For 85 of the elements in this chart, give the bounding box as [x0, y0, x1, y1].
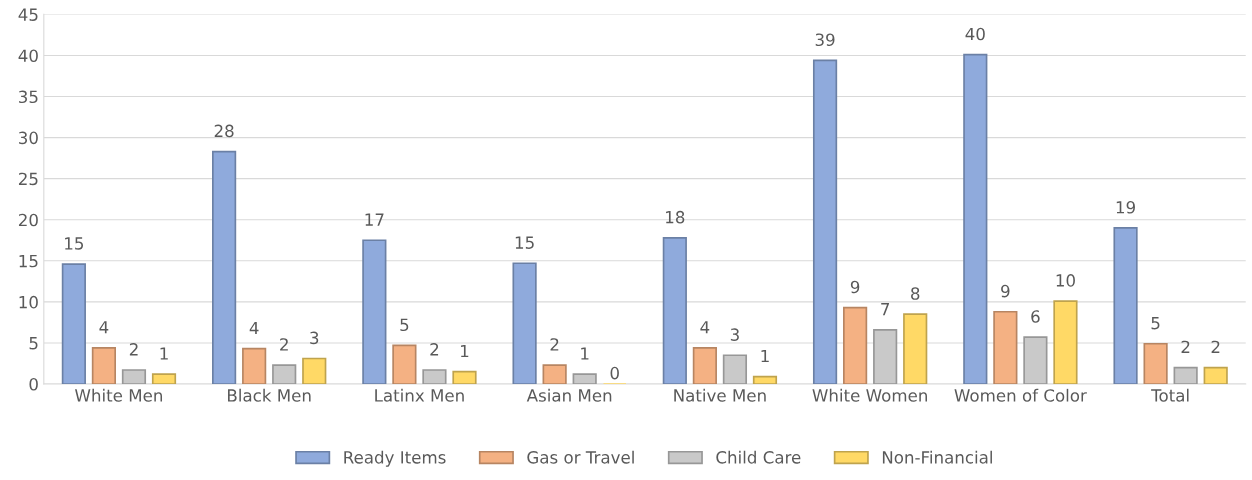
- data-label: 18: [666, 210, 685, 224]
- bar: [302, 357, 327, 384]
- y-tick-label: 20: [18, 213, 38, 227]
- x-tick-label: Native Men: [674, 388, 766, 402]
- data-label: 6: [1031, 310, 1040, 323]
- legend-label: Non-Financial: [882, 450, 992, 464]
- data-label: 3: [730, 328, 739, 341]
- bar: [1173, 366, 1198, 384]
- bar: [1203, 366, 1228, 384]
- data-label: 19: [1116, 201, 1135, 214]
- data-label: 40: [965, 27, 985, 41]
- bar: [662, 236, 687, 384]
- bar: [812, 59, 838, 384]
- bar: [272, 364, 297, 384]
- x-tick-label: Women of Color: [954, 388, 1087, 402]
- bar: [61, 263, 86, 384]
- legend-label: Child Care: [716, 450, 801, 464]
- bar: [512, 262, 537, 384]
- bar: [422, 369, 447, 384]
- y-tick-label: 30: [19, 131, 38, 145]
- legend-label: Ready Items: [344, 450, 446, 467]
- data-label: 1: [461, 344, 469, 358]
- y-tick-label: 15: [19, 254, 38, 268]
- y-tick-label: 5: [29, 337, 38, 350]
- data-label: 0: [610, 366, 619, 380]
- data-label: 9: [850, 280, 860, 294]
- y-tick-label: 10: [19, 295, 38, 309]
- bar: [843, 306, 868, 384]
- bar: [452, 370, 477, 384]
- y-tick-label: 40: [18, 49, 38, 63]
- data-label: 2: [1211, 340, 1220, 353]
- x-tick-label: Asian Men: [526, 388, 612, 402]
- data-label: 1: [581, 347, 589, 360]
- x-tick-label: White Women: [812, 388, 927, 402]
- x-tick-label: Total: [1151, 388, 1189, 402]
- data-label: 28: [214, 124, 234, 138]
- data-label: 3: [310, 331, 319, 345]
- data-label: 1: [160, 347, 168, 360]
- bar: [963, 53, 988, 384]
- x-tick-label: Latinx Men: [375, 388, 464, 402]
- bar: [151, 373, 177, 384]
- data-label: 5: [400, 318, 409, 332]
- data-label: 2: [550, 338, 559, 351]
- data-label: 9: [1001, 284, 1010, 298]
- bar: [1143, 342, 1168, 384]
- bar: [212, 150, 237, 384]
- y-tick-label: 25: [18, 172, 38, 186]
- y-tick-label: 45: [18, 8, 38, 21]
- bar: [362, 239, 387, 384]
- data-label: 5: [1151, 317, 1160, 330]
- data-label: 4: [249, 321, 259, 335]
- data-label: 15: [65, 237, 84, 250]
- data-label: 10: [1056, 274, 1075, 287]
- bar: [1023, 336, 1048, 384]
- x-tick-label: White Men: [75, 388, 162, 402]
- bar: [1053, 300, 1078, 384]
- data-label: 2: [129, 343, 138, 356]
- data-label: 15: [515, 236, 534, 249]
- bar: [903, 313, 928, 384]
- data-label: 4: [700, 321, 710, 334]
- bar: [91, 347, 117, 384]
- data-label: 2: [430, 343, 439, 356]
- bar: [722, 354, 748, 384]
- bar: [692, 347, 717, 384]
- data-label: 39: [815, 33, 835, 47]
- y-tick-label: 35: [19, 90, 38, 104]
- data-label: 7: [881, 303, 890, 316]
- data-label: 1: [761, 349, 769, 363]
- bar: [121, 369, 147, 384]
- bar: [542, 364, 567, 384]
- bar: [752, 375, 778, 384]
- x-tick-label: Black Men: [228, 388, 311, 402]
- bar: [1113, 227, 1138, 384]
- data-label: 4: [99, 321, 109, 334]
- data-label: 2: [1181, 340, 1190, 353]
- y-tick-label: 0: [29, 377, 38, 391]
- data-label: 8: [911, 287, 920, 300]
- bar: [873, 328, 898, 384]
- legend-label: Gas or Travel: [527, 450, 634, 464]
- bar: [993, 310, 1018, 384]
- bar: [572, 373, 597, 384]
- data-label: 17: [365, 213, 384, 226]
- bar: [242, 347, 267, 384]
- bar: [392, 344, 417, 384]
- data-label: 2: [280, 338, 288, 351]
